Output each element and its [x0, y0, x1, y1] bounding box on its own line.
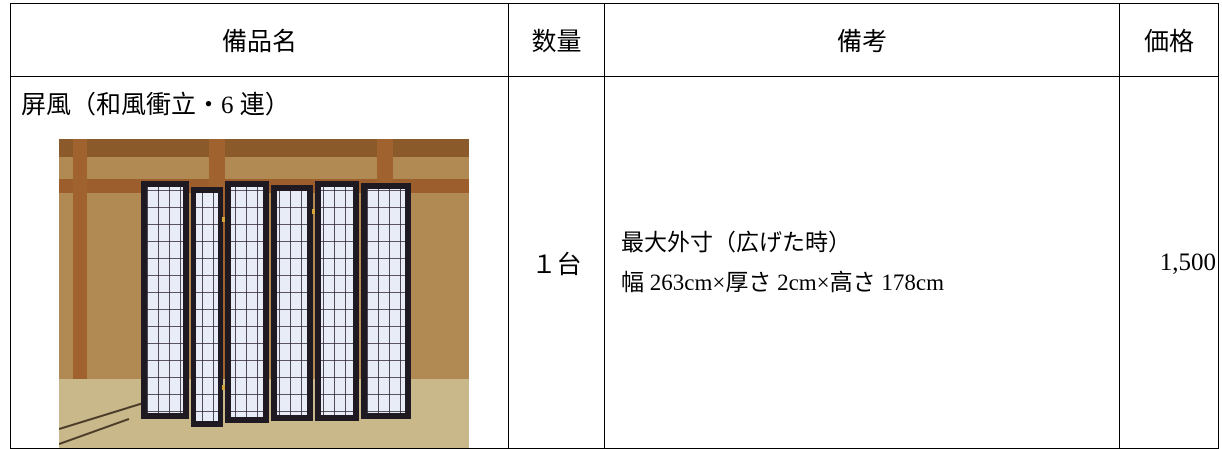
header-cell: 備考 [604, 3, 1120, 77]
screen [141, 181, 411, 427]
quantity-cell: １台 [508, 76, 605, 449]
header-cell: 備品名 [10, 3, 509, 77]
header-row: 備品名 数量 備考 価格 [10, 3, 1219, 77]
remarks-line: 幅 263cm×厚さ 2cm×高さ 178cm [621, 269, 944, 295]
item-photo [59, 139, 469, 448]
header-cell: 価格 [1119, 3, 1219, 77]
price-cell: 1,500 [1119, 76, 1219, 449]
item-name: 屏風（和風衝立・6 連） [21, 92, 290, 119]
header-cell: 数量 [508, 3, 605, 77]
remarks-cell: 最大外寸（広げた時） 幅 263cm×厚さ 2cm×高さ 178cm [604, 76, 1120, 449]
equipment-table: 備品名 数量 備考 価格 屏風（和風衝立・6 連） [10, 3, 1219, 449]
remarks-line: 最大外寸（広げた時） [621, 229, 851, 255]
item-cell: 屏風（和風衝立・6 連） [10, 76, 509, 449]
data-row: 屏風（和風衝立・6 連） [10, 76, 1219, 449]
